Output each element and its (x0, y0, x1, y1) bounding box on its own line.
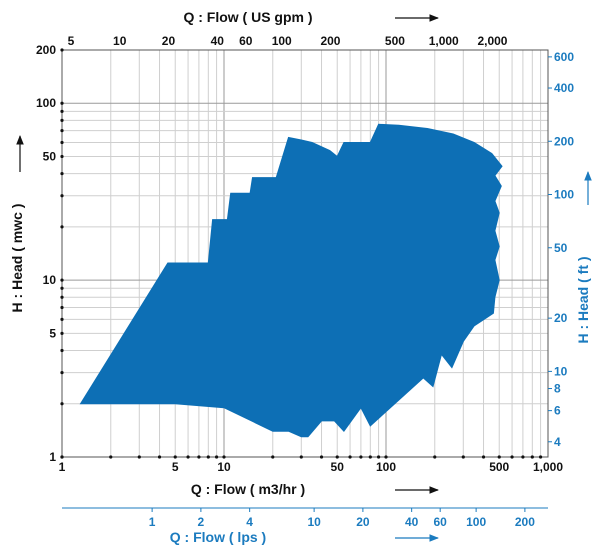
y-tick-label: 100 (36, 96, 56, 110)
x-tick-mark (137, 455, 141, 459)
y2-tick-label: 100 (554, 188, 574, 202)
y2-tick-label: 200 (554, 134, 574, 148)
x-tick-mark (335, 455, 339, 459)
x2-tick-label: 20 (162, 34, 176, 48)
y-tick-mark (60, 129, 64, 133)
x-tick-mark (384, 455, 388, 459)
x-tick-mark (481, 455, 486, 459)
x3-tick-label: 4 (246, 515, 253, 529)
x-tick-mark (521, 455, 525, 459)
x-tick-label: 100 (376, 460, 396, 474)
y-tick-mark (60, 305, 64, 310)
x-tick-mark (214, 455, 219, 459)
y-tick-mark (60, 278, 64, 282)
x-tick-label: 1 (59, 460, 66, 474)
x-tick-label: 50 (331, 460, 345, 474)
y-tick-mark (60, 225, 64, 229)
x2-tick-label: 5 (68, 34, 75, 48)
y-tick-mark (60, 194, 64, 198)
x-tick-mark (433, 455, 437, 459)
x-tick-mark (497, 455, 501, 459)
y-tick-mark (60, 402, 64, 406)
y-tick-mark (60, 48, 64, 52)
performance-region (79, 123, 503, 438)
x2-tick-label: 1,000 (429, 34, 459, 48)
x-axis-title-top: Q : Flow ( US gpm ) (183, 9, 312, 25)
y2-tick-label: 8 (554, 382, 561, 396)
x-tick-label: 500 (489, 460, 509, 474)
x-tick-mark (299, 455, 303, 459)
x3-tick-label: 10 (307, 515, 321, 529)
y2-tick-label: 50 (554, 241, 568, 255)
x3-tick-label: 100 (466, 515, 486, 529)
y-tick-mark (60, 317, 64, 321)
x-tick-mark (461, 455, 465, 459)
x3-tick-label: 20 (356, 515, 370, 529)
y-axis-title-left: H : Head ( mwc ) (9, 204, 25, 313)
x-tick-mark (368, 455, 372, 459)
x3-tick-label: 2 (198, 515, 205, 529)
y-tick-label: 5 (49, 326, 56, 340)
y-tick-mark (60, 286, 64, 290)
x-tick-mark (319, 455, 324, 459)
y-axis-title-right: H : Head ( ft ) (575, 256, 591, 343)
y-tick-mark (60, 140, 64, 145)
x-tick-mark (186, 455, 190, 459)
x3-tick-label: 1 (149, 515, 156, 529)
x3-tick-label: 40 (405, 515, 419, 529)
plot-frame (61, 49, 549, 458)
y-tick-mark (60, 455, 64, 459)
x2-tick-label: 60 (239, 34, 253, 48)
x-tick-mark (222, 455, 226, 459)
x2-tick-label: 500 (385, 34, 405, 48)
x2-tick-label: 200 (320, 34, 340, 48)
y2-tick-label: 10 (554, 364, 568, 378)
y2-tick-label: 400 (554, 81, 574, 95)
x-tick-label: 5 (172, 460, 179, 474)
y-tick-mark (60, 154, 64, 159)
y-tick-label: 10 (43, 273, 57, 287)
x3-tick-label: 60 (434, 515, 448, 529)
x-tick-mark (376, 455, 381, 459)
y-tick-mark (60, 295, 64, 299)
y2-tick-label: 6 (554, 404, 561, 418)
y-tick-mark (60, 331, 64, 335)
x2-tick-label: 100 (272, 34, 292, 48)
y-tick-mark (60, 371, 64, 375)
y-tick-mark (60, 101, 64, 105)
y-tick-mark (60, 109, 64, 113)
x2-tick-label: 2,000 (477, 34, 507, 48)
x-tick-mark (109, 455, 113, 459)
y2-tick-label: 600 (554, 50, 574, 64)
x-tick-mark (271, 455, 275, 459)
x-tick-mark (348, 455, 352, 459)
y-tick-mark (60, 348, 64, 353)
y-tick-label: 200 (36, 43, 56, 57)
x-tick-label: 1,000 (533, 460, 563, 474)
x2-tick-label: 40 (211, 34, 225, 48)
x-tick-mark (510, 455, 514, 459)
x-tick-label: 10 (217, 460, 231, 474)
x-tick-mark (157, 455, 162, 459)
y-tick-label: 50 (43, 149, 57, 163)
x-axis-title-bottom: Q : Flow ( m3/hr ) (191, 481, 305, 497)
x3-tick-label: 200 (515, 515, 535, 529)
y2-tick-label: 20 (554, 311, 568, 325)
x2-tick-label: 10 (113, 34, 127, 48)
tick-labels: 1 5 10 50 100 500 1,000 5 10 20 40 60 100 200 500 1,000… (36, 34, 574, 529)
x-tick-mark (206, 455, 210, 459)
x-tick-mark (173, 455, 177, 459)
y-tick-mark (60, 118, 64, 122)
x-tick-mark (530, 455, 534, 459)
y2-tick-label: 4 (554, 435, 561, 449)
x-tick-mark (359, 455, 363, 459)
x-axis-title-lps: Q : Flow ( lps ) (170, 529, 266, 545)
x-tick-mark (197, 455, 201, 459)
y-tick-label: 1 (49, 450, 56, 464)
x-tick-mark (538, 455, 543, 459)
y-tick-mark (60, 172, 64, 176)
